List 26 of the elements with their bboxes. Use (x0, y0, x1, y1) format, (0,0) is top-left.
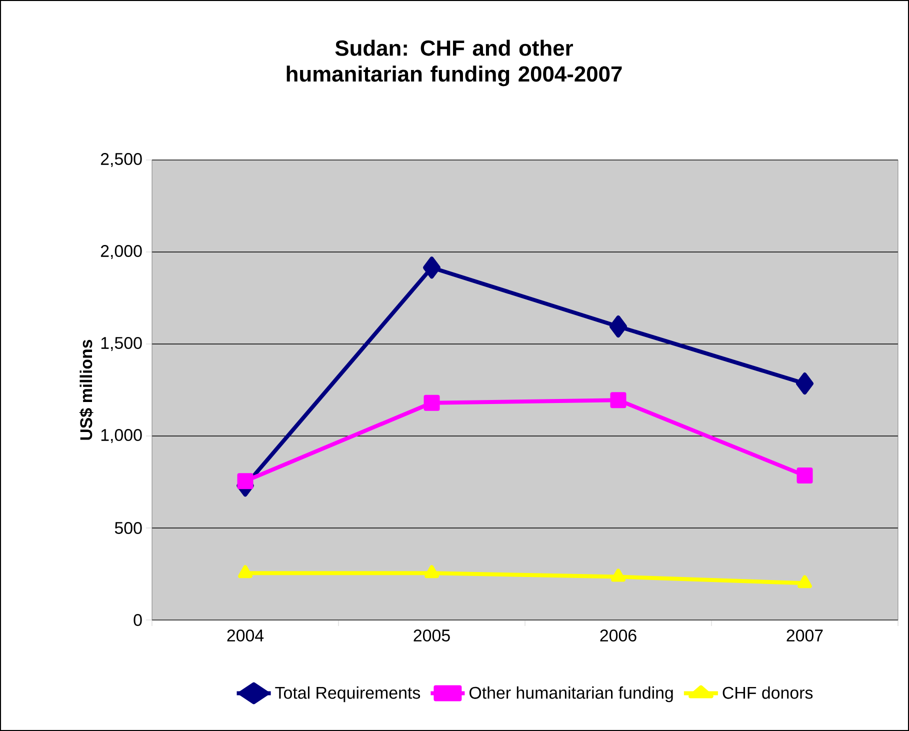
x-tick-label: 2004 (227, 630, 264, 642)
point (424, 394, 440, 411)
legend-label: Other humanitarian funding (469, 686, 673, 702)
point (611, 568, 626, 582)
point (798, 575, 812, 588)
y-tick-label: 500 (114, 522, 142, 534)
x-tick-label: 2005 (414, 630, 450, 642)
y-axis-title: US$ millions (79, 340, 94, 440)
point (423, 256, 441, 279)
y-tick-label: 1,500 (101, 336, 142, 351)
point (424, 565, 439, 578)
point (796, 468, 813, 484)
point (237, 473, 254, 490)
point (610, 392, 626, 408)
legend-label: CHF donors (722, 686, 813, 699)
y-tick-label: 2,500 (100, 152, 142, 167)
chart-title: Sudan: CHF and other humanitarian funding 2004-2007 (286, 40, 622, 86)
x-tick-label: 2006 (600, 630, 636, 642)
legend-label: Total Requirements (275, 686, 420, 702)
y-tick-label: 0 (134, 614, 142, 626)
point (238, 565, 252, 578)
x-tick-label: 2007 (786, 630, 823, 642)
point (610, 316, 628, 338)
point (796, 372, 814, 395)
y-tick-label: 2,000 (100, 244, 142, 259)
y-tick-label: 1,000 (101, 428, 142, 443)
